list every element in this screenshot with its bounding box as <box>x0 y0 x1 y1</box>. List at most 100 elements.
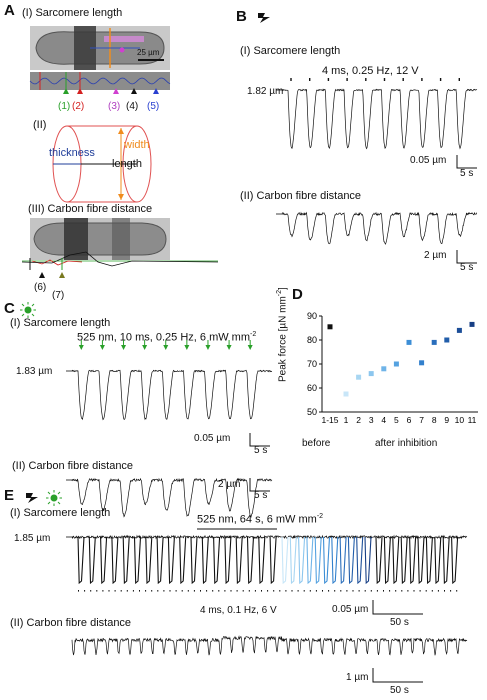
stim-tick <box>108 590 110 592</box>
marker-arrows <box>63 88 159 94</box>
panel-e-elec: 4 ms, 0.1 Hz, 6 V <box>200 605 277 616</box>
twitch <box>122 536 130 585</box>
panel-label-b: B <box>236 8 247 25</box>
y-tick-label: 70 <box>307 359 317 369</box>
stim-tick <box>413 590 415 592</box>
stim-tick <box>230 590 232 592</box>
twitch <box>111 536 119 585</box>
marker-2: (2) <box>72 101 85 112</box>
panel-d-ylabel-text: Peak force [µN mm <box>277 296 289 382</box>
panel-e-scalebar <box>372 600 423 615</box>
marker-5: (5) <box>147 101 160 112</box>
twitch <box>224 536 232 585</box>
twitch <box>434 536 442 585</box>
length-label: length <box>112 158 142 170</box>
twitch <box>190 536 198 585</box>
stim-tick <box>218 590 220 592</box>
panel-label-d: D <box>292 286 303 303</box>
panel-e-scale-x: 50 s <box>390 617 409 628</box>
twitch <box>133 536 142 585</box>
panel-c-baseline: 1.83 µm <box>16 366 53 377</box>
panel-e-stim-sup: -2 <box>316 513 324 520</box>
stim-tick <box>175 590 177 592</box>
panel-c-scalebar <box>249 433 270 447</box>
panel-e-sub2: (II) Carbon fibre distance <box>10 617 132 629</box>
stim-tick <box>352 590 354 592</box>
stim-tick <box>389 590 391 592</box>
x-tick-label: 3 <box>369 415 374 425</box>
data-point <box>381 366 387 372</box>
stim-arrow <box>142 345 148 350</box>
stim-tick <box>102 590 104 592</box>
stim-tick <box>334 590 336 592</box>
twitch <box>167 536 175 585</box>
panel-d-after: after inhibition <box>375 438 438 449</box>
panel-c-scale-x2: 5 s <box>254 490 268 501</box>
panel-d-ylabel-end: ] <box>277 287 289 290</box>
twitch <box>347 536 355 585</box>
stim-tick <box>370 590 372 592</box>
data-point <box>406 339 412 345</box>
panel-d-ylabel: Peak force [µN mm-2] <box>276 287 288 382</box>
panel-e-stim-text: 525 nm, 64 s, 6 mW mm <box>197 513 317 526</box>
stim-tick <box>309 78 311 81</box>
stim-arrow <box>205 345 211 350</box>
stim-tick <box>157 590 159 592</box>
twitch <box>145 536 153 585</box>
stim-tick <box>242 590 244 592</box>
x-tick-label: 7 <box>419 415 424 425</box>
stim-tick <box>267 590 269 592</box>
panel-c-scalebar-2 <box>249 478 270 492</box>
panel-e-scale-x2: 50 s <box>390 685 409 696</box>
twitch <box>425 536 433 585</box>
panel-label-e: E <box>4 487 15 504</box>
stim-tick <box>395 590 397 592</box>
panel-e-scale-y2: 1 µm <box>346 672 369 683</box>
twitch <box>409 536 417 585</box>
stim-arrow <box>99 345 105 350</box>
stim-tick <box>322 590 323 592</box>
marker-6: (6) <box>34 282 47 293</box>
stim-tick <box>163 590 165 592</box>
stim-tick <box>291 590 293 592</box>
twitch <box>258 536 266 585</box>
panel-d-scatter: 50 60 70 80 90 1-15 1 2 3 4 5 6 7 8 9 10 11 <box>307 311 478 425</box>
stim-tick <box>315 590 317 592</box>
stim-tick <box>421 78 423 81</box>
stim-tick <box>285 590 287 592</box>
twitch <box>298 536 306 585</box>
width-label: width <box>124 139 150 151</box>
y-tick-label: 60 <box>307 383 317 393</box>
panel-b-scalebar <box>456 155 477 169</box>
panel-e-sarcomere-trace <box>66 534 468 592</box>
panel-e-baseline: 1.85 µm <box>14 533 51 544</box>
panel-e-scalebar-2 <box>372 668 423 683</box>
stim-tick <box>297 590 299 592</box>
stim-tick <box>224 590 226 592</box>
thickness-label: thickness <box>49 147 95 159</box>
x-tick-label: 8 <box>432 415 437 425</box>
stim-tick <box>407 590 409 592</box>
x-tick-label: 11 <box>468 415 477 425</box>
stim-tick <box>212 590 214 592</box>
stim-tick <box>248 590 250 592</box>
stim-tick <box>346 78 348 81</box>
y-tick-label: 80 <box>307 335 317 345</box>
twitch <box>322 536 331 585</box>
stim-tick <box>90 590 92 592</box>
stim-arrow <box>121 345 127 350</box>
light-bar <box>197 528 277 530</box>
stim-tick <box>364 590 366 592</box>
stim-tick <box>303 590 305 592</box>
twitch <box>451 536 459 585</box>
stim-tick <box>84 590 86 592</box>
panel-b-scale-x: 5 s <box>460 168 474 179</box>
stim-tick <box>425 590 427 592</box>
twitch <box>400 536 408 585</box>
data-point <box>368 371 374 377</box>
twitch <box>356 536 364 585</box>
stim-tick <box>431 590 433 592</box>
stim-tick <box>78 590 79 592</box>
panel-b-scale-y2: 2 µm <box>424 250 447 261</box>
panel-c-scale-y: 0.05 µm <box>194 433 231 444</box>
